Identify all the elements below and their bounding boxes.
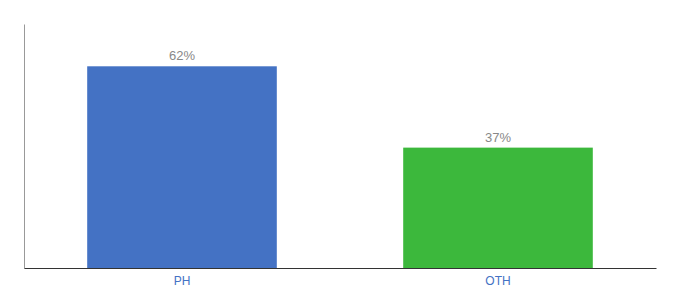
y-axis — [24, 25, 25, 269]
x-tick: PH — [174, 274, 191, 288]
x-tick-label: PH — [174, 274, 191, 288]
data-label: 62% — [169, 48, 195, 63]
x-tick: OTH — [485, 274, 510, 288]
bar — [87, 66, 277, 268]
bar — [403, 148, 593, 268]
x-tick-label: OTH — [485, 274, 510, 288]
x-axis-line — [25, 268, 657, 269]
chart-svg: PH OTH 62% 37% — [0, 0, 680, 300]
plot: PH OTH 62% 37% — [25, 25, 657, 288]
data-label: 37% — [485, 130, 511, 145]
chart-container: PH OTH 62% 37% — [0, 0, 680, 300]
bars — [87, 66, 593, 268]
x-axis: PH OTH — [25, 269, 657, 288]
data-labels: 62% 37% — [169, 48, 511, 144]
y-axis-line — [24, 25, 25, 269]
